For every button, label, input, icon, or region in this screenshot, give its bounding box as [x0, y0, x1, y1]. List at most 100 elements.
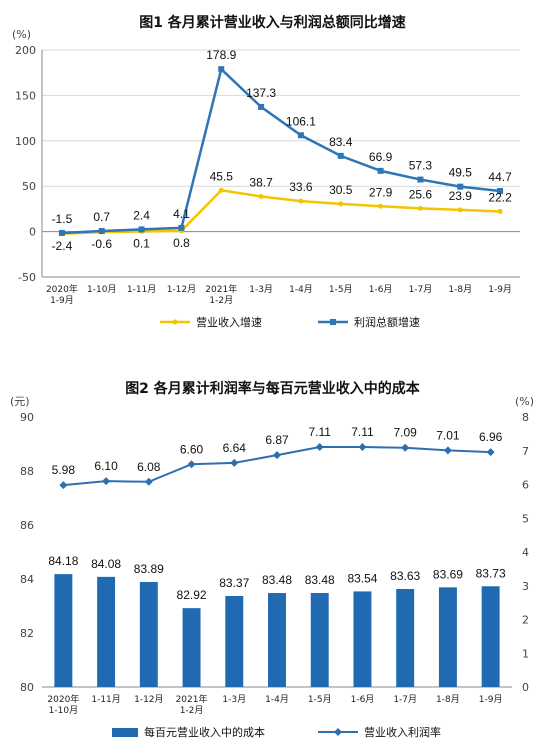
legend-profit-marker	[330, 319, 336, 325]
x-tick-label: 1-7月	[393, 694, 417, 705]
cost-data-label: 83.63	[390, 569, 420, 583]
profit-growth-data-label: 106.1	[286, 114, 316, 128]
revenue-growth-point	[298, 198, 304, 204]
cost-bar	[353, 591, 372, 687]
left-axis-unit: (元)	[10, 395, 30, 408]
revenue-growth-data-label: 45.5	[210, 169, 234, 183]
revenue-growth-point	[417, 205, 423, 211]
right-y-tick-label: 3	[522, 580, 529, 593]
margin-data-label: 7.01	[436, 428, 460, 442]
profit-growth-point	[377, 167, 384, 174]
margin-data-label: 6.10	[94, 459, 118, 473]
cost-bar	[182, 608, 201, 687]
x-tick-label: 2020年	[47, 693, 79, 705]
cost-data-label: 83.48	[262, 573, 292, 587]
cost-bar	[438, 587, 457, 687]
y-tick-label: -50	[18, 271, 36, 284]
right-y-tick-label: 5	[522, 512, 529, 525]
cost-data-label: 83.37	[219, 576, 249, 590]
cost-bar	[310, 593, 329, 687]
revenue-growth-line	[61, 188, 501, 236]
x-tick-label: 1-3月	[222, 694, 246, 705]
cost-bar	[225, 596, 244, 687]
x-tick-label: 1-2月	[209, 295, 233, 306]
legend-margin-label: 营业收入利润率	[364, 725, 441, 739]
x-tick-label: 1-7月	[409, 284, 433, 295]
x-tick-label: 1-6月	[351, 694, 375, 705]
legend-cost-label: 每百元营业收入中的成本	[144, 725, 265, 739]
profit-growth-point	[337, 152, 344, 159]
profit-growth-point	[58, 229, 65, 236]
profit-growth-data-label: 57.3	[409, 159, 433, 173]
revenue-growth-point	[218, 187, 224, 193]
y-tick-label: 100	[15, 135, 36, 148]
x-tick-label: 1-8月	[448, 284, 472, 295]
revenue-growth-data-label: -2.4	[52, 239, 73, 253]
margin-point	[315, 443, 324, 452]
cost-data-label: 83.89	[134, 562, 164, 576]
chart-2-plot: (元) (%) 80 82 84 86 88 90 0 1 2 3 4 5 6 7 8 84.18 84.08 83.…	[10, 395, 534, 739]
y-tick-label: 50	[22, 180, 36, 193]
left-y-tick-label: 88	[20, 465, 34, 478]
margin-point	[230, 458, 239, 467]
x-tick-label: 1-2月	[180, 705, 204, 716]
right-axis-unit: (%)	[515, 395, 534, 408]
x-tick-label: 2021年	[205, 283, 237, 295]
left-y-tick-label: 82	[20, 627, 34, 640]
profit-growth-point	[297, 132, 304, 139]
margin-point	[144, 477, 153, 486]
cost-data-label: 84.18	[48, 554, 78, 568]
revenue-growth-point	[258, 193, 264, 199]
cost-bar	[396, 588, 415, 687]
profit-growth-data-label: 66.9	[369, 150, 393, 164]
profit-growth-data-label: 83.4	[329, 135, 353, 149]
cost-data-label: 83.48	[305, 573, 335, 587]
cost-bar	[54, 574, 73, 687]
legend-revenue-label: 营业收入增速	[196, 315, 262, 329]
cost-data-label: 82.92	[177, 588, 207, 602]
margin-point	[102, 477, 111, 486]
x-tick-label: 1-12月	[134, 694, 163, 705]
profit-growth-data-label: 49.5	[449, 166, 473, 180]
y-tick-label: 150	[15, 89, 36, 102]
right-y-tick-label: 6	[522, 479, 529, 492]
left-y-tick-label: 86	[20, 519, 34, 532]
x-tick-label: 1-11月	[127, 284, 156, 295]
cost-data-label: 84.08	[91, 557, 121, 571]
cost-data-label: 83.73	[476, 566, 506, 580]
left-y-tick-label: 84	[20, 573, 34, 586]
margin-data-label: 6.08	[137, 460, 161, 474]
revenue-growth-point	[497, 208, 503, 214]
margin-data-label: 6.64	[223, 441, 247, 455]
profit-growth-point	[138, 226, 145, 233]
revenue-growth-data-label: 0.1	[133, 237, 150, 251]
revenue-growth-data-label: -0.6	[91, 237, 112, 251]
cost-bar	[139, 581, 158, 687]
cost-bar	[268, 593, 286, 687]
profit-growth-data-label: 178.9	[206, 48, 236, 62]
right-y-tick-label: 1	[522, 647, 529, 660]
cost-bar	[481, 586, 500, 687]
legend-cost-swatch	[112, 728, 138, 737]
x-tick-label: 1-12月	[167, 284, 196, 295]
x-tick-label: 1-10月	[87, 284, 116, 295]
profit-growth-point	[417, 176, 424, 183]
margin-data-label: 6.96	[479, 430, 503, 444]
x-tick-label: 1-9月	[50, 295, 74, 306]
revenue-growth-data-label: 23.9	[449, 189, 473, 203]
profit-growth-point	[98, 227, 105, 234]
revenue-growth-data-label: 27.9	[369, 185, 393, 199]
chart-1: 图1 各月累计营业收入与利润总额同比增速 (%) -50 0 50 100 150 200 2…	[0, 0, 545, 345]
margin-data-label: 7.09	[394, 426, 418, 440]
margin-point	[486, 448, 495, 457]
revenue-growth-data-label: 33.6	[289, 180, 313, 194]
x-tick-label: 1-4月	[289, 284, 313, 295]
x-tick-label: 1-11月	[91, 694, 120, 705]
x-tick-label: 1-9月	[488, 284, 512, 295]
chart-2-title: 图2 各月累计利润率与每百元营业收入中的成本	[125, 381, 420, 397]
revenue-growth-data-label: 38.7	[249, 175, 273, 189]
revenue-growth-point	[378, 203, 384, 209]
profit-growth-data-label: -1.5	[52, 212, 73, 226]
margin-data-label: 6.60	[180, 442, 204, 456]
